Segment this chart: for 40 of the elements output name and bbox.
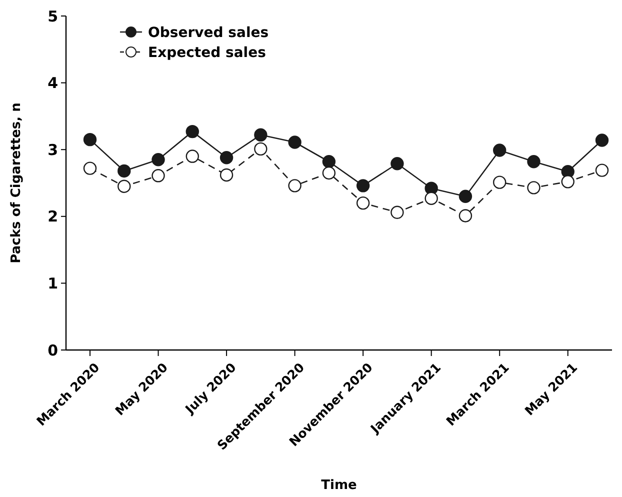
y-tick-label: 4 <box>48 74 58 92</box>
point <box>322 166 336 180</box>
point <box>356 179 370 192</box>
point <box>186 150 199 163</box>
point <box>288 179 302 192</box>
point <box>220 151 234 164</box>
point <box>424 192 438 205</box>
point <box>458 190 472 203</box>
point <box>527 155 540 168</box>
point <box>83 132 97 146</box>
y-tick-label: 2 <box>48 208 58 226</box>
point <box>561 175 574 188</box>
point <box>493 176 506 189</box>
y-tick-label: 5 <box>48 7 58 26</box>
point <box>220 168 234 182</box>
point <box>83 162 97 175</box>
point <box>118 164 131 178</box>
point <box>254 128 268 142</box>
point <box>390 206 404 219</box>
legend-label: Observed sales <box>148 24 269 41</box>
y-tick-label: 3 <box>48 140 58 159</box>
point <box>595 164 609 177</box>
point <box>322 155 336 168</box>
point <box>288 136 302 149</box>
point <box>356 196 370 210</box>
point <box>390 157 404 170</box>
y-tick-label: 1 <box>48 274 58 292</box>
point <box>254 142 268 156</box>
point <box>152 169 165 182</box>
point <box>118 180 131 193</box>
point <box>527 181 540 194</box>
legend-label: Expected sales <box>148 44 266 61</box>
point <box>152 153 165 166</box>
x-axis-title: Time <box>321 478 358 493</box>
point <box>458 209 472 222</box>
y-tick-label: 0 <box>48 341 58 360</box>
point <box>493 144 506 157</box>
point <box>595 134 609 147</box>
point <box>186 124 199 138</box>
y-axis-title: Packs of Cigarettes, n <box>9 102 24 264</box>
